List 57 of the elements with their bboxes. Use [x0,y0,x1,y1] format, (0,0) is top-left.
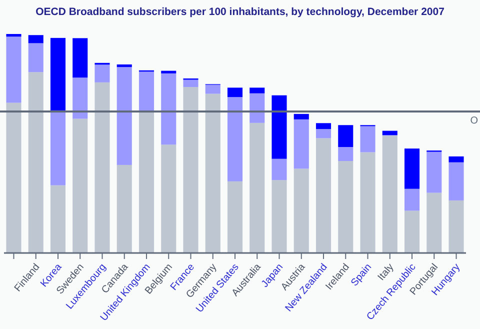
bar [6,102,22,253]
bar [6,34,22,37]
bar [138,72,154,112]
bar [272,95,287,159]
bar [94,82,110,253]
bar [227,181,243,253]
bar [404,210,420,253]
bar [227,88,243,98]
bar [183,87,198,253]
bar [72,118,88,253]
bar [338,125,354,148]
bar [360,126,376,152]
bar [404,188,420,211]
bar [161,73,176,145]
bar [382,130,398,136]
bar [360,152,376,253]
bar [294,119,309,169]
bar [205,84,220,94]
bar [94,64,110,82]
bar [294,114,309,120]
bar [72,38,88,78]
bar [448,162,464,200]
bar [250,88,265,94]
bar [316,123,332,130]
ref-line-label: O [470,116,478,127]
bar [338,161,354,253]
bar [227,97,243,182]
bar [72,78,88,119]
bar [250,93,265,123]
bar [338,147,354,162]
chart-title: OECD Broadband subscribers per 100 inhabitants, by technology, December 2007 [36,6,445,18]
bar [272,158,287,180]
bar [250,122,265,253]
bar [116,64,132,68]
bar [316,138,332,253]
bar [448,156,464,162]
bar [448,200,464,253]
bar [272,180,287,253]
bar [294,168,309,253]
bar [116,67,132,165]
bar [50,185,66,253]
bar [426,152,442,193]
bar [426,192,442,253]
bar [28,72,44,253]
bar [161,70,176,74]
bar [116,164,132,253]
bar [382,136,398,253]
bar [205,94,220,253]
bar [6,36,22,103]
bar [404,148,420,189]
bar [138,112,154,253]
bar [161,144,176,253]
bar [28,35,44,44]
bar [50,38,66,110]
bar [28,43,44,72]
bar [183,80,198,87]
bar [316,129,332,138]
